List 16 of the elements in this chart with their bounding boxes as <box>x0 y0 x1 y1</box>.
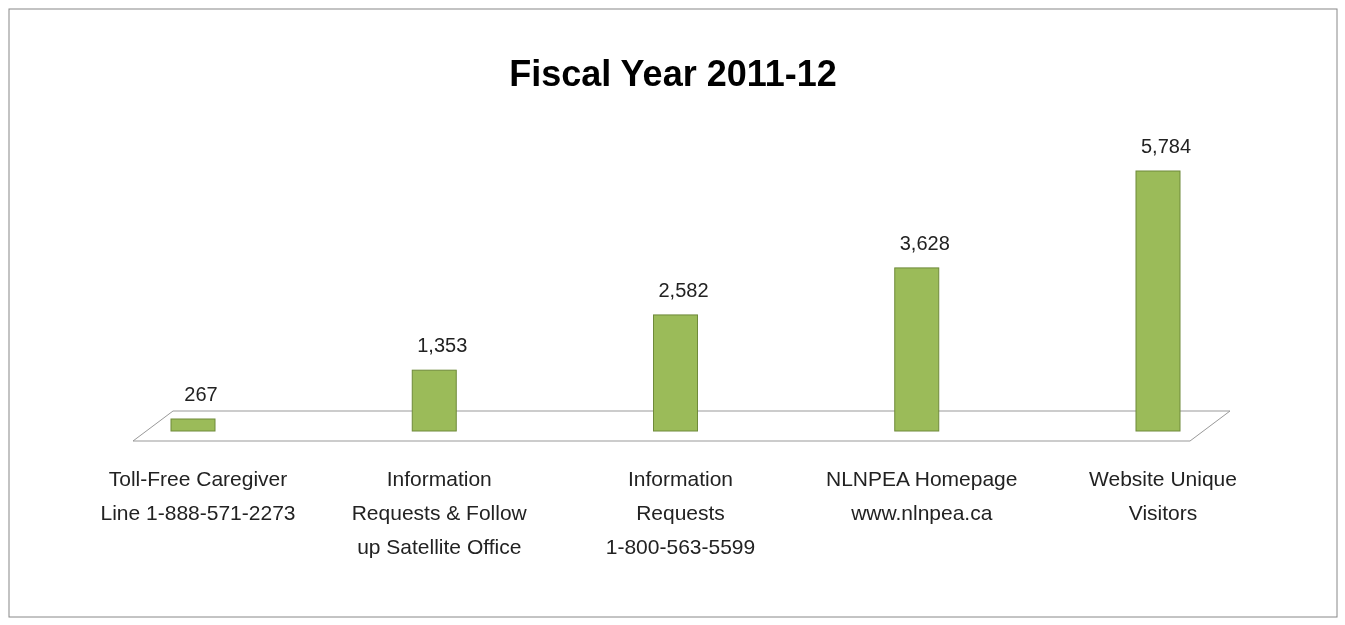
data-label: 2,582 <box>658 278 709 301</box>
x-tick-label: Website Unique Visitors <box>1089 467 1237 524</box>
x-tick-label: Toll-Free Caregiver Line 1-888-571-2273 <box>100 467 296 524</box>
bar <box>894 267 940 432</box>
x-tick-label: Information Requests & Follow up Satellite Office <box>351 467 528 558</box>
bar <box>1135 170 1181 432</box>
data-label: 5,784 <box>1140 135 1192 157</box>
x-tick-label: Information Requests 1-800-563-5599 <box>605 467 756 558</box>
x-tick-label: NLNPEA Homepage www.nlnpea.ca <box>826 467 1018 524</box>
bar <box>653 314 698 432</box>
data-label: 3,628 <box>899 231 950 254</box>
bar <box>170 418 216 432</box>
chart-title: Fiscal Year 2011-12 <box>509 53 837 94</box>
bar <box>411 369 457 432</box>
data-label: 1,353 <box>417 334 468 357</box>
data-label: 267 <box>184 383 218 405</box>
